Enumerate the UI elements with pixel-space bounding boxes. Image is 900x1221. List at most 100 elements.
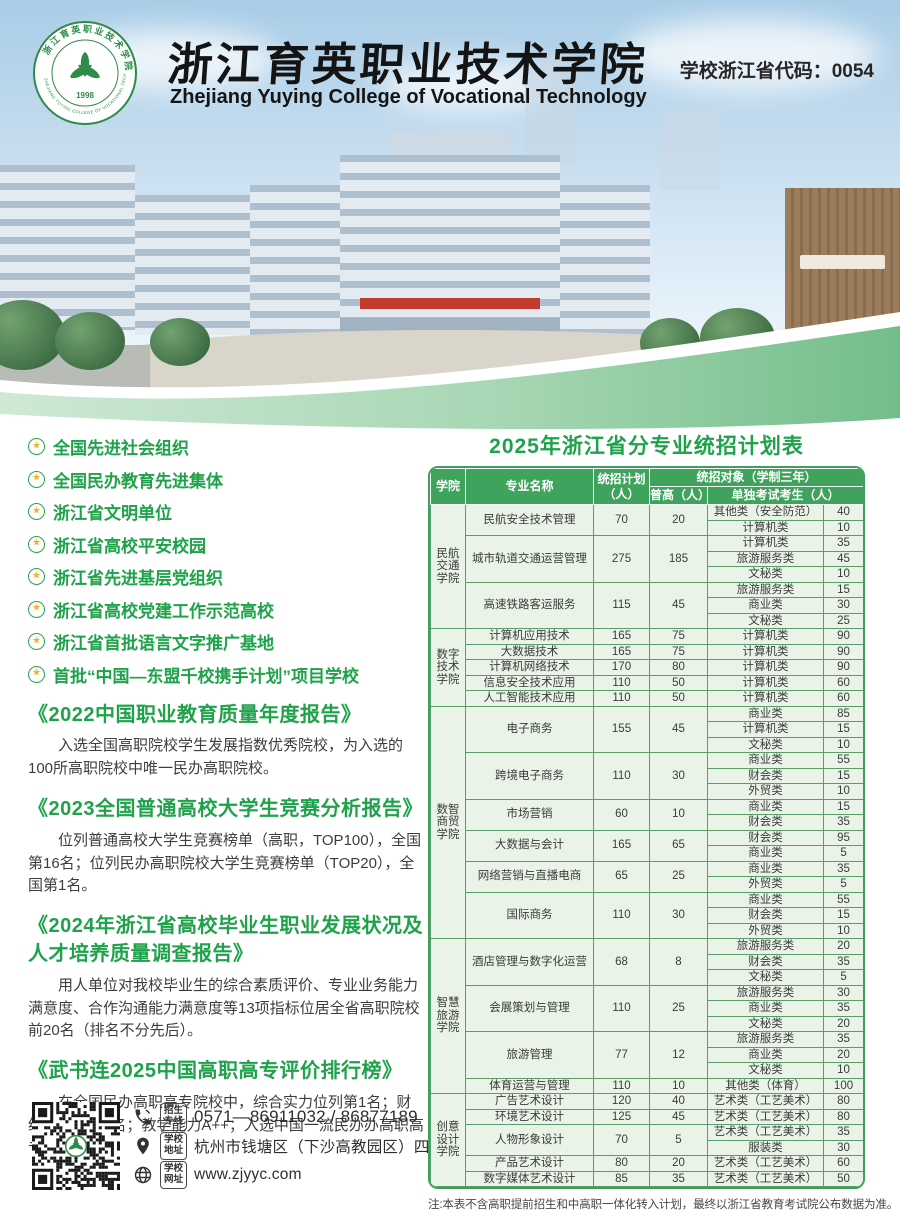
- major-cell: 环境艺术设计: [465, 1108, 594, 1125]
- plan-count-cell: 165: [593, 829, 650, 862]
- star-icon: ★: [28, 470, 45, 488]
- report-title: 《2024年浙江省高校毕业生职业发展状况及人才培养质量调查报告》: [28, 915, 423, 965]
- exam-count-cell: 35: [822, 1124, 863, 1141]
- pugao-count-cell: 45: [649, 581, 708, 629]
- report-block: 《2023全国普通高校大学生竞赛分析报告》 位列普通高校大学生竞赛榜单（高职，TO…: [28, 796, 426, 898]
- table-row: 旅游服务类 45: [431, 550, 863, 567]
- exam-category-cell: 计算机类: [707, 659, 824, 676]
- pugao-count-cell: 45: [649, 1108, 708, 1125]
- honor-item: ★ 全国民办教育先进集体: [28, 467, 426, 492]
- table-row: 体育运营与管理 110 10 其他类（体育） 100: [431, 1077, 863, 1094]
- table-row: 环境艺术设计 125 45 艺术类（工艺美术） 80: [431, 1108, 863, 1125]
- plan-count-cell: 70: [593, 504, 650, 536]
- pugao-count-cell: 80: [649, 659, 708, 676]
- exam-category-cell: 文秘类: [707, 566, 824, 583]
- honor-item: ★ 浙江省高校平安校园: [28, 532, 426, 557]
- major-cell: 人工智能技术应用: [465, 690, 594, 707]
- college-cell: 数字 技术 学院: [430, 628, 466, 707]
- table-row: 创意 设计 学院 广告艺术设计 120 40 艺术类（工艺美术） 80: [430, 1093, 863, 1187]
- col-header-plan: 统招计划 （人）: [593, 468, 650, 505]
- exam-count-cell: 45: [822, 550, 863, 567]
- college-logo: 浙江育英职业技术学院 ZHEJIANG YUYING COLLEGE OF VO…: [32, 20, 137, 125]
- table-row: 商业类 5: [431, 845, 863, 862]
- exam-count-cell: 60: [822, 690, 863, 707]
- pugao-count-cell: 30: [649, 891, 708, 939]
- report-title: 《2023全国普通高校大学生竞赛分析报告》: [28, 797, 423, 820]
- major-cell: 数字媒体艺术设计: [465, 1170, 594, 1187]
- plan-count-cell: 80: [593, 1155, 650, 1172]
- plan-count-cell: 85: [593, 1170, 650, 1187]
- exam-category-cell: 艺术类（工艺美术）: [707, 1093, 824, 1110]
- wing-left-far: [135, 195, 250, 335]
- major-cell: 高速铁路客运服务: [465, 581, 594, 629]
- major-cell: 计算机应用技术: [465, 628, 594, 645]
- exam-category-cell: 其他类（安全防范）: [707, 504, 824, 521]
- exam-count-cell: 10: [822, 566, 863, 583]
- table-row: 外贸类 10: [431, 783, 863, 800]
- exam-category-cell: 商业类: [707, 752, 824, 769]
- report-title: 《2022中国职业教育质量年度报告》: [28, 703, 362, 726]
- exam-count-cell: 5: [822, 876, 863, 893]
- plan-count-cell: 110: [593, 891, 650, 939]
- report-title: 《武书连2025中国高职高专评价排行榜》: [28, 1060, 403, 1083]
- phone-icon: [133, 1107, 153, 1127]
- honor-item: ★ 浙江省先进基层党组织: [28, 564, 426, 589]
- exam-category-cell: 计算机类: [707, 643, 824, 660]
- plan-count-cell: 70: [593, 1124, 650, 1156]
- plan-count-cell: 165: [593, 643, 650, 660]
- exam-count-cell: 30: [822, 984, 863, 1001]
- contact-block: 招生 专线 0571—86911032 / 86877189 学校 地址 杭州市钱塘区…: [32, 1102, 510, 1190]
- table-row: 网络营销与直播电商 65 25 商业类 35: [431, 860, 863, 893]
- table-row: 财会类 35: [431, 953, 863, 970]
- major-cell: 计算机网络技术: [465, 659, 594, 676]
- major-cell: 国际商务: [465, 891, 594, 939]
- school-code: 学校浙江省代码：0054: [679, 61, 874, 82]
- plan-count-cell: 77: [593, 1031, 650, 1079]
- table-row: 财会类 35: [431, 814, 863, 831]
- tree: [0, 300, 65, 370]
- pugao-count-cell: 35: [649, 1170, 708, 1187]
- plan-table: 学院 专业名称 统招计划 （人） 统招对象（学制三年） 普高（人） 单独考试考生（…: [430, 468, 863, 1187]
- report-body: 入选全国高职院校学生发展指数优秀院校，为入选的100所高职院校中唯一民办高职院校…: [28, 737, 404, 778]
- table-row: 数智 商贸 学院 电子商务 155 45 商业类 85: [430, 705, 863, 939]
- exam-category-cell: 财会类: [707, 829, 824, 846]
- plan-count-cell: 65: [593, 860, 650, 893]
- exam-count-cell: 35: [822, 1031, 863, 1048]
- star-glyph: ★: [32, 602, 41, 614]
- table-row: 文秘类 5: [431, 969, 863, 986]
- exam-category-cell: 服装类: [707, 1139, 824, 1156]
- exam-count-cell: 10: [822, 736, 863, 753]
- plan-count-cell: 115: [593, 581, 650, 629]
- plan-count-cell: 110: [593, 674, 650, 691]
- col-header-target: 统招对象（学制三年）: [648, 468, 863, 487]
- table-row: 跨境电子商务 110 30 商业类 55: [431, 752, 863, 800]
- major-cell: 民航安全技术管理: [465, 504, 594, 536]
- col-header-pugao: 普高（人）: [649, 486, 710, 505]
- exam-category-cell: 文秘类: [707, 1015, 824, 1032]
- plan-table-section: 2025年浙江省分专业统招计划表 学院 专业名称 统招计划 （人） 统招对象（学制…: [428, 430, 898, 1212]
- plan-count-cell: 275: [593, 535, 650, 583]
- exam-category-cell: 计算机类: [707, 721, 824, 738]
- location-icon: [133, 1136, 153, 1156]
- report-body: 在全国民办高职高专院校中，综合实力位列第1名；财经类位列第1名；教学能力A++；…: [28, 1093, 424, 1157]
- major-cell: 大数据技术: [465, 643, 594, 660]
- table-row: 文秘类 10: [431, 1062, 863, 1079]
- exam-count-cell: 35: [822, 1000, 863, 1017]
- col-header-college: 学院: [430, 468, 466, 505]
- exam-category-cell: 商业类: [707, 798, 824, 815]
- exam-count-cell: 55: [822, 752, 863, 769]
- honor-label: 首批“中国—东盟千校携手计划”项目学校: [53, 666, 359, 686]
- exam-category-cell: 财会类: [707, 907, 824, 924]
- exam-category-cell: 文秘类: [707, 1062, 824, 1079]
- table-row: 计算机网络技术 170 80 计算机类 90: [431, 659, 863, 676]
- table-row: 智慧 旅游 学院 酒店管理与数字化运营 68 8 旅游服务类 20: [430, 938, 863, 1094]
- star-glyph: ★: [32, 472, 41, 484]
- exam-count-cell: 50: [822, 1170, 863, 1187]
- exam-count-cell: 20: [822, 1046, 863, 1063]
- exam-count-cell: 10: [822, 519, 863, 536]
- exam-category-cell: 旅游服务类: [707, 550, 824, 567]
- college-name-zh: 浙江育英职业技术学院: [165, 38, 650, 91]
- exam-count-cell: 40: [822, 504, 863, 521]
- exam-category-cell: 商业类: [707, 1000, 824, 1017]
